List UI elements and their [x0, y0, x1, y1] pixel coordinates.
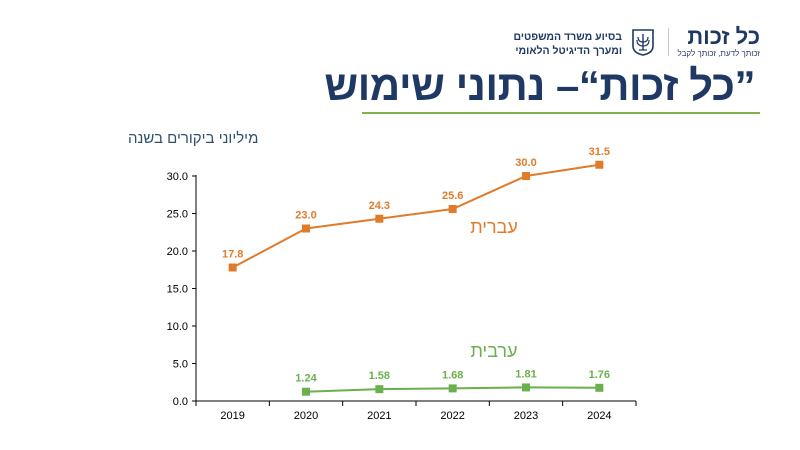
x-tick-label: 2024	[587, 410, 611, 422]
support-text: בסיוע משרד המשפטים ומערך הדיגיטל הלאומי	[513, 30, 622, 58]
data-point-marker	[228, 263, 237, 272]
data-label: 1.81	[515, 368, 536, 380]
data-point-marker	[522, 383, 530, 392]
data-point-marker	[375, 385, 384, 394]
y-tick-label: 10.0	[167, 321, 188, 333]
data-point-marker	[302, 387, 310, 396]
data-point-marker	[375, 214, 384, 223]
x-tick-label: 2023	[514, 410, 538, 422]
x-tick-label: 2019	[220, 410, 244, 422]
brand-logo[interactable]: כל זכות זכותך לדעת, זכותך לקבל	[677, 24, 761, 59]
support-line-2: ומערך הדיגיטל הלאומי	[515, 45, 622, 57]
data-point-marker	[448, 205, 457, 213]
data-label: 1.68	[442, 369, 463, 381]
x-tick-label: 2022	[440, 410, 464, 422]
x-tick-label: 2020	[294, 410, 318, 422]
title-underline	[362, 112, 760, 114]
y-axis-title: מיליוני ביקורים בשנה	[128, 130, 259, 147]
header: כל זכות זכותך לדעת, זכותך לקבל בסיוע משר…	[0, 0, 800, 60]
series-name-label: עברית	[470, 217, 518, 237]
y-tick-label: 5.0	[173, 359, 188, 371]
y-tick-label: 30.0	[167, 171, 188, 183]
y-tick-label: 0.0	[173, 396, 188, 408]
data-point-marker	[448, 384, 457, 393]
y-tick-label: 15.0	[167, 284, 188, 296]
data-label: 24.3	[369, 200, 390, 212]
logo-divider	[668, 28, 669, 56]
data-point-marker	[302, 224, 310, 233]
brand-tagline: זכותך לדעת, זכותך לקבל	[677, 49, 761, 58]
data-label: 23.0	[295, 210, 316, 222]
series-line	[232, 163, 600, 269]
data-label: 1.24	[295, 373, 317, 385]
brand-name: כל זכות	[687, 24, 760, 49]
y-tick-label: 25.0	[167, 209, 188, 221]
data-label: 17.8	[222, 249, 243, 261]
x-tick-label: 2021	[367, 410, 391, 422]
data-label: 25.6	[442, 190, 463, 202]
data-label: 1.58	[369, 370, 390, 382]
support-line-1: בסיוע משרד המשפטים	[513, 31, 622, 43]
data-label: 31.5	[589, 146, 610, 158]
slide-title: ”כל זכות“– נתוני שימוש	[324, 62, 755, 109]
data-point-marker	[595, 160, 604, 169]
data-point-marker	[522, 172, 530, 180]
data-label: 1.76	[589, 369, 610, 381]
data-label: 30.0	[515, 157, 536, 169]
data-point-marker	[595, 383, 604, 392]
y-tick-label: 20.0	[167, 246, 188, 258]
series-name-label: ערבית	[470, 341, 517, 361]
state-emblem-icon	[632, 29, 654, 56]
